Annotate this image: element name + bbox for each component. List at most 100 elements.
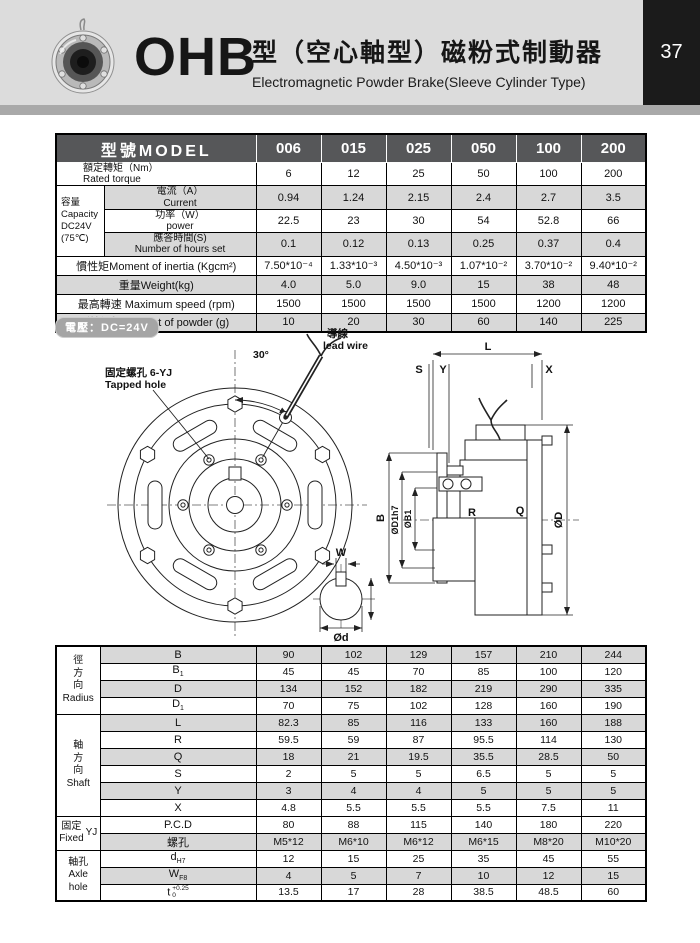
dim-group-line: 向 (73, 680, 84, 692)
spec-value-cell: 22.5 (255, 208, 322, 234)
dim-group-label: 軸方向 Shaft (55, 713, 101, 817)
capacity-group-line: Capacity (61, 209, 98, 221)
title-block: 型（空心軸型）磁粉式制動器 Electromagnetic Powder Bra… (252, 33, 603, 90)
dim-value-cell: 100 (515, 662, 582, 681)
dim-value-cell: 4 (320, 781, 387, 800)
spec-value-cell: 30 (385, 208, 452, 234)
dim-value-cell: 25 (385, 849, 452, 868)
model-column-header: 015 (320, 133, 387, 163)
dim-value-cell: 70 (385, 662, 452, 681)
dim-label-base: 螺孔 (167, 836, 189, 849)
spec-value-cell: 3.5 (580, 185, 647, 210)
label-en: Rated torque (83, 174, 141, 186)
dim-value-cell: 18 (255, 747, 322, 766)
dim-value-cell: 2 (255, 764, 322, 783)
spec-value-cell: 1200 (580, 293, 647, 314)
spec-value-cell: 100 (515, 161, 582, 187)
side-view: L S Y X B ØD1h7 ØB1 (375, 341, 579, 616)
spec-table-row: 額定轉矩（Nm） Rated torque 6 12 25 50 100 200 (55, 161, 647, 187)
label-zh: 重量Weight(kg) (118, 279, 194, 292)
dim-row-label: R (99, 730, 257, 749)
dim-group-line: 軸孔 (68, 856, 89, 868)
dim-value-cell: 157 (450, 645, 517, 664)
dim-value-cell: 21 (320, 747, 387, 766)
model-column-header: 100 (515, 133, 582, 163)
label-zh: 最高轉速 Maximum speed (rpm) (77, 298, 235, 311)
dim-group-line: 固定 (61, 820, 82, 832)
dim-row-label: B1 (99, 662, 257, 681)
dim-group-lines: 固定 Fixed (59, 821, 83, 846)
divider-bar (0, 105, 700, 115)
dim-value-cell: 13.5 (255, 883, 322, 902)
dim-value-cell: 15 (320, 849, 387, 868)
dim-table-row: t +0.25 0 13.5 17 28 38.5 48.5 60 (56, 883, 647, 902)
dim-group-lines: 軸孔 Axle hole (68, 857, 88, 895)
capacity-group-line: (75℃) (61, 232, 89, 244)
dim-value-cell: 5 (385, 764, 452, 783)
dim-table-row: D 134 152 182 219 290 335 (56, 679, 647, 698)
shaft-hole-detail: W Ød (313, 547, 375, 643)
spec-value-cell: 23 (320, 208, 387, 234)
dim-group-inner: 徑方向 Radius (57, 655, 100, 705)
dim-value-cell: 12 (515, 866, 582, 885)
spec-value-cell: 0.1 (255, 232, 322, 257)
dim-row-label: X (99, 798, 257, 817)
dim-value-cell: 190 (580, 696, 647, 715)
dim-table-row: 螺孔 M5*12 M6*10 M6*12 M6*15 M8*20 M10*20 (56, 832, 647, 851)
dim-group-inner: 軸孔 Axle hole (57, 857, 100, 895)
dim-row-label: L (99, 713, 257, 732)
dim-row-label: D (99, 679, 257, 698)
dim-label-base: d (170, 851, 177, 864)
spec-value-cell: 2.7 (515, 185, 582, 210)
dim-group-lines: 徑方向 Radius (63, 655, 94, 705)
spec-value-cell: 0.25 (450, 232, 517, 257)
dim-group-lines: 軸方向 Shaft (67, 740, 90, 790)
dim-label-Y: Y (439, 364, 447, 376)
dim-value-cell: 5 (320, 866, 387, 885)
label-en: Number of hours set (134, 244, 226, 256)
dim-label-B1: ØB1 (403, 510, 413, 529)
dim-value-cell: 35 (450, 849, 517, 868)
dim-value-cell: 59.5 (255, 730, 322, 749)
spec-value-cell: 12 (320, 161, 387, 187)
dim-value-cell: 5.5 (450, 798, 517, 817)
spec-value-cell: 1200 (515, 293, 582, 314)
dim-value-cell: 6.5 (450, 764, 517, 783)
dim-row-label: 螺孔 (99, 832, 257, 851)
dim-value-cell: 160 (515, 713, 582, 732)
dim-value-cell: 182 (385, 679, 452, 698)
dim-table-row: D1 70 75 102 128 160 190 (56, 696, 647, 715)
dim-value-cell: M6*10 (320, 832, 387, 851)
dim-label-subscript: H7 (176, 858, 186, 866)
technical-drawing: 30° 固定螺孔 6-YJ Tapped hole 導線 lead wire (105, 328, 579, 643)
voltage-badge: 電壓：DC=24V (55, 317, 159, 338)
dim-label-B: B (375, 514, 387, 522)
dim-value-cell: 4 (385, 781, 452, 800)
dim-table-row: 軸孔 Axle hole dH7 12 15 25 35 45 55 (55, 849, 647, 902)
spec-value-cell: 2.15 (385, 185, 452, 210)
product-code: OHB (134, 27, 257, 87)
dim-table-row: 軸方向 Shaft L 82.3 85 116 133 160 188 (55, 713, 647, 817)
spec-table-row: 應答時間(S) Number of hours set 0.1 0.12 0.13 0.2… (56, 232, 647, 257)
dim-label-base: W (168, 868, 180, 881)
dim-value-cell: 115 (385, 815, 452, 834)
model-column-header: 006 (255, 133, 322, 163)
dim-label-subscript: F8 (179, 875, 188, 883)
dim-label-S: S (415, 364, 422, 376)
dim-label-base: D (174, 682, 182, 695)
dim-row-label: D1 (99, 696, 257, 715)
dim-label-base: S (174, 767, 182, 780)
dim-row-label: t +0.25 0 (99, 883, 257, 902)
dim-table-row: S 2 5 5 6.5 5 5 (56, 764, 647, 783)
spec-value-cell: 5.0 (320, 274, 387, 295)
spec-value-cell: 30 (385, 312, 452, 333)
spec-value-cell: 20 (320, 312, 387, 333)
model-column-header: 050 (450, 133, 517, 163)
model-header-label: 型號MODEL (55, 133, 257, 163)
dim-value-cell: M10*20 (580, 832, 647, 851)
dim-table-row: 固定 Fixed YJ P.C.D 80 88 115 140 180 220 (55, 815, 647, 851)
dim-value-cell: 120 (580, 662, 647, 681)
dim-row-label: B (99, 645, 257, 664)
dim-value-cell: 38.5 (450, 883, 517, 902)
